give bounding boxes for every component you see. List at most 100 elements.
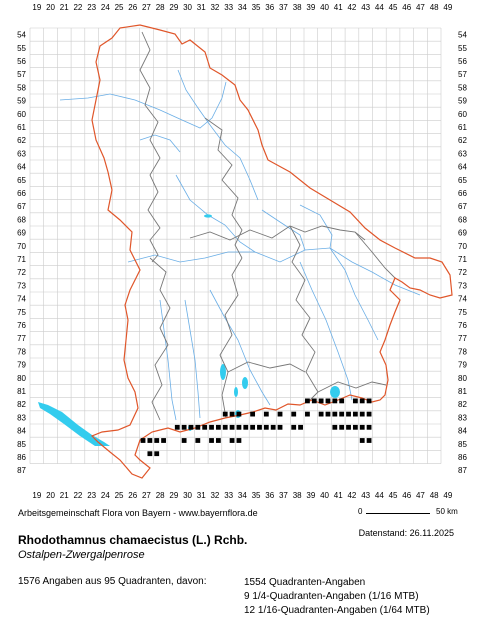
x-tick-label: 19 bbox=[32, 491, 41, 500]
occurrence-marker bbox=[277, 424, 283, 430]
y-axis-labels-left: 54 55 56 57 58 59 60 61 62 63 64 65 66 67 68 69 70 71 72 73… bbox=[17, 31, 26, 476]
y-tick-label: 79 bbox=[17, 361, 26, 370]
x-tick-label: 24 bbox=[101, 3, 110, 12]
y-tick-label: 60 bbox=[458, 110, 467, 119]
x-tick-label: 42 bbox=[347, 491, 356, 500]
x-tick-label: 19 bbox=[32, 3, 41, 12]
x-tick-label: 39 bbox=[306, 491, 315, 500]
occurrence-marker bbox=[250, 411, 256, 417]
lakes bbox=[38, 214, 340, 446]
x-tick-label: 32 bbox=[210, 491, 219, 500]
y-tick-label: 75 bbox=[17, 308, 26, 317]
record-breakdown: 1554 Quadranten-Angaben 9 1/4-Quadranten… bbox=[244, 576, 430, 618]
river bbox=[127, 247, 421, 296]
y-tick-label: 79 bbox=[458, 361, 467, 370]
x-tick-label: 41 bbox=[334, 3, 343, 12]
lake bbox=[220, 364, 226, 380]
y-tick-label: 78 bbox=[17, 347, 26, 356]
occurrence-marker bbox=[291, 411, 297, 417]
lake bbox=[242, 377, 248, 389]
occurrence-marker bbox=[366, 411, 372, 417]
y-tick-label: 83 bbox=[17, 413, 26, 422]
y-tick-label: 56 bbox=[458, 57, 467, 66]
occurrence-marker bbox=[332, 411, 338, 417]
y-tick-label: 85 bbox=[458, 440, 467, 449]
occurrence-marker bbox=[359, 398, 365, 404]
occurrence-marker bbox=[257, 424, 262, 430]
x-tick-label: 29 bbox=[169, 3, 178, 12]
river bbox=[139, 134, 181, 153]
y-tick-label: 65 bbox=[458, 176, 467, 185]
occurrence-marker bbox=[243, 424, 249, 430]
x-tick-label: 22 bbox=[73, 491, 82, 500]
y-tick-label: 80 bbox=[458, 374, 467, 383]
x-tick-label: 27 bbox=[142, 491, 151, 500]
y-tick-label: 69 bbox=[17, 229, 26, 238]
occurrence-marker bbox=[332, 398, 338, 404]
y-tick-label: 59 bbox=[458, 97, 467, 106]
river bbox=[209, 289, 271, 406]
river bbox=[159, 299, 177, 421]
y-tick-label: 58 bbox=[458, 83, 467, 92]
occurrence-marker bbox=[352, 424, 358, 430]
x-tick-label: 23 bbox=[87, 3, 96, 12]
y-tick-label: 70 bbox=[17, 242, 26, 251]
y-tick-label: 68 bbox=[458, 215, 467, 224]
river bbox=[329, 247, 379, 341]
x-tick-label: 43 bbox=[361, 3, 370, 12]
y-tick-label: 74 bbox=[17, 295, 26, 304]
lake bbox=[234, 387, 238, 397]
y-tick-label: 54 bbox=[458, 31, 467, 40]
y-tick-label: 60 bbox=[17, 110, 26, 119]
x-tick-label: 40 bbox=[320, 491, 329, 500]
y-tick-label: 75 bbox=[458, 308, 467, 317]
x-tick-label: 29 bbox=[169, 491, 178, 500]
y-tick-label: 73 bbox=[458, 281, 467, 290]
x-tick-label: 26 bbox=[128, 491, 137, 500]
x-tick-label: 21 bbox=[60, 3, 69, 12]
x-tick-label: 47 bbox=[416, 3, 425, 12]
y-tick-label: 87 bbox=[458, 466, 467, 475]
district-border bbox=[227, 361, 306, 373]
district-border bbox=[289, 225, 319, 403]
occurrence-marker bbox=[215, 424, 221, 430]
occurrence-marker bbox=[318, 411, 324, 417]
y-tick-label: 82 bbox=[458, 400, 467, 409]
stat-sixteenth-quadrant: 12 1/16-Quadranten-Angaben (1/64 MTB) bbox=[244, 605, 430, 616]
y-tick-label: 86 bbox=[458, 453, 467, 462]
occurrence-marker bbox=[359, 411, 365, 417]
district-border bbox=[139, 31, 161, 263]
y-tick-label: 71 bbox=[458, 255, 467, 264]
x-tick-label: 36 bbox=[265, 491, 274, 500]
river bbox=[59, 81, 227, 129]
y-tick-label: 72 bbox=[458, 268, 467, 277]
river bbox=[175, 174, 256, 253]
x-tick-label: 48 bbox=[430, 3, 439, 12]
x-tick-label: 42 bbox=[347, 3, 356, 12]
y-tick-label: 82 bbox=[17, 400, 26, 409]
x-tick-label: 30 bbox=[183, 491, 192, 500]
x-tick-label: 48 bbox=[430, 491, 439, 500]
x-tick-label: 37 bbox=[279, 491, 288, 500]
occurrence-marker bbox=[140, 438, 146, 443]
district-border bbox=[219, 257, 243, 419]
occurrence-marker bbox=[352, 411, 358, 417]
x-tick-label: 34 bbox=[238, 3, 247, 12]
x-tick-label: 33 bbox=[224, 3, 233, 12]
y-tick-label: 76 bbox=[17, 321, 26, 330]
occurrence-marker bbox=[346, 424, 351, 430]
x-tick-label: 38 bbox=[293, 3, 302, 12]
occurrence-marker bbox=[229, 424, 235, 430]
scale-bar: 0 50 km bbox=[358, 507, 468, 521]
river bbox=[261, 209, 306, 251]
occurrence-marker bbox=[181, 424, 187, 430]
x-tick-label: 33 bbox=[224, 491, 233, 500]
species-common-name: Ostalpen-Zwergalpenrose bbox=[18, 549, 145, 561]
occurrence-marker bbox=[236, 424, 242, 430]
district-border bbox=[354, 231, 396, 279]
y-tick-label: 71 bbox=[17, 255, 26, 264]
occurrence-marker bbox=[229, 411, 235, 417]
occurrence-marker bbox=[318, 398, 324, 404]
occurrence-marker bbox=[339, 411, 345, 417]
y-axis-labels-right: 54 55 56 57 58 59 60 61 62 63 64 65 66 67 68 69 70 71 72 73… bbox=[458, 31, 467, 476]
